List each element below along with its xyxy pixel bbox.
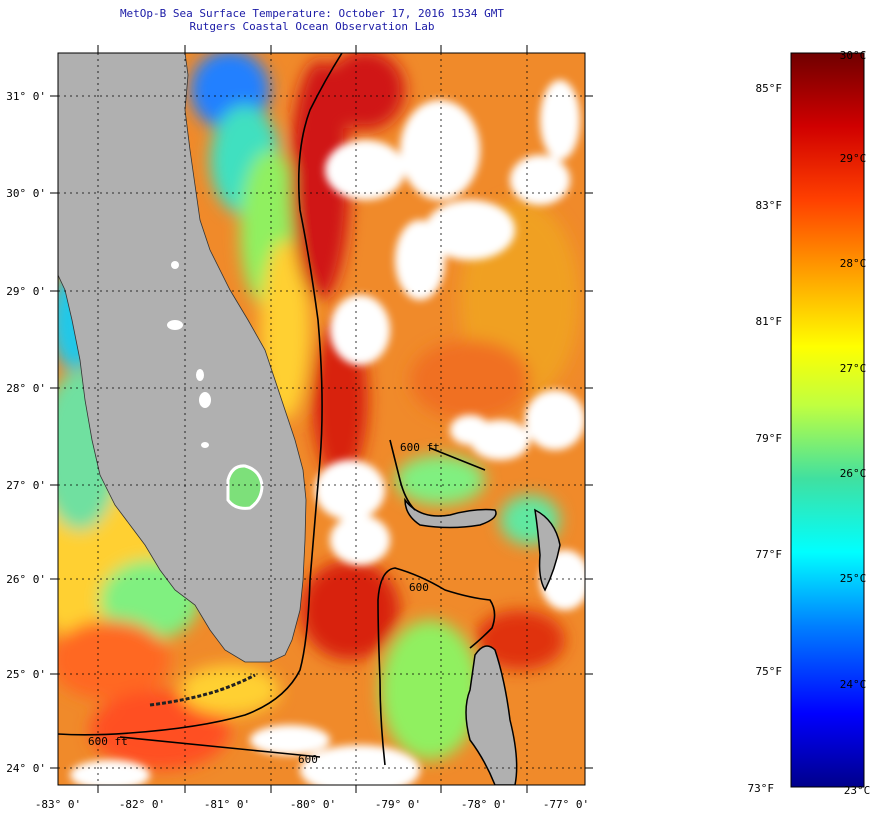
- lon-label: -80° 0': [290, 798, 336, 811]
- lat-label: 28° 0': [6, 382, 46, 395]
- isobath-label-1: 600 ft: [400, 441, 440, 454]
- cb-c-label: 27°C: [840, 362, 867, 375]
- colorbar-bar: [790, 52, 865, 788]
- isobath-label-4: 600: [298, 753, 318, 766]
- colorbar-fahrenheit-labels: 85°F 83°F 81°F 79°F 77°F 75°F 73°F: [748, 82, 783, 795]
- lon-label: -78° 0': [461, 798, 507, 811]
- longitude-labels: -83° 0' -82° 0' -81° 0' -80° 0' -79° 0' …: [35, 798, 589, 811]
- cb-c-label: 23°C: [844, 784, 871, 797]
- andros-island-land: [465, 645, 518, 785]
- cb-c-label: 24°C: [840, 678, 867, 691]
- cb-c-label: 25°C: [840, 572, 867, 585]
- cb-f-label: 77°F: [756, 548, 783, 561]
- cb-f-label: 81°F: [756, 315, 783, 328]
- grand-bahama-land: [404, 497, 497, 529]
- cb-c-label: 26°C: [840, 467, 867, 480]
- lat-label: 25° 0': [6, 668, 46, 681]
- lon-label: -81° 0': [204, 798, 250, 811]
- florida-keys: [149, 673, 256, 707]
- cb-f-label: 75°F: [756, 665, 783, 678]
- isobath-label-3: 600 ft: [88, 735, 128, 748]
- lat-label: 29° 0': [6, 285, 46, 298]
- colorbar: 85°F 83°F 81°F 79°F 77°F 75°F 73°F 30°C …: [748, 49, 871, 797]
- colorbar-celsius-labels: 30°C 29°C 28°C 27°C 26°C 25°C 24°C 23°C: [840, 49, 871, 797]
- lat-label: 26° 0': [6, 573, 46, 586]
- great-abaco-land: [534, 508, 561, 592]
- cb-c-label: 29°C: [840, 152, 867, 165]
- inland-lakes: [167, 261, 211, 448]
- isobath-contours: [58, 53, 496, 766]
- map-title: MetOp-B Sea Surface Temperature: October…: [119, 7, 505, 20]
- lat-label: 27° 0': [6, 479, 46, 492]
- lon-label: -83° 0': [35, 798, 81, 811]
- axis-ticks: [50, 45, 593, 793]
- sst-field: 600 ft 600 600 ft 600: [58, 53, 585, 785]
- lat-label: 24° 0': [6, 762, 46, 775]
- lake-okeechobee: [226, 464, 264, 510]
- map-subtitle: Rutgers Coastal Ocean Observation Lab: [189, 20, 435, 33]
- cb-c-label: 28°C: [840, 257, 867, 270]
- isobath-label-2: 600: [409, 581, 429, 594]
- lat-label: 31° 0': [6, 90, 46, 103]
- cb-f-label: 73°F: [748, 782, 775, 795]
- lon-label: -77° 0': [543, 798, 589, 811]
- map-frame: [57, 52, 586, 786]
- latitude-labels: 31° 0' 30° 0' 29° 0' 28° 0' 27° 0' 26° 0…: [6, 90, 46, 775]
- lat-label: 30° 0': [6, 187, 46, 200]
- lon-label: -82° 0': [119, 798, 165, 811]
- cb-f-label: 83°F: [756, 199, 783, 212]
- cb-f-label: 85°F: [756, 82, 783, 95]
- graticule: [58, 53, 585, 785]
- lon-label: -79° 0': [375, 798, 421, 811]
- cb-c-label: 30°C: [840, 49, 867, 62]
- cb-f-label: 79°F: [756, 432, 783, 445]
